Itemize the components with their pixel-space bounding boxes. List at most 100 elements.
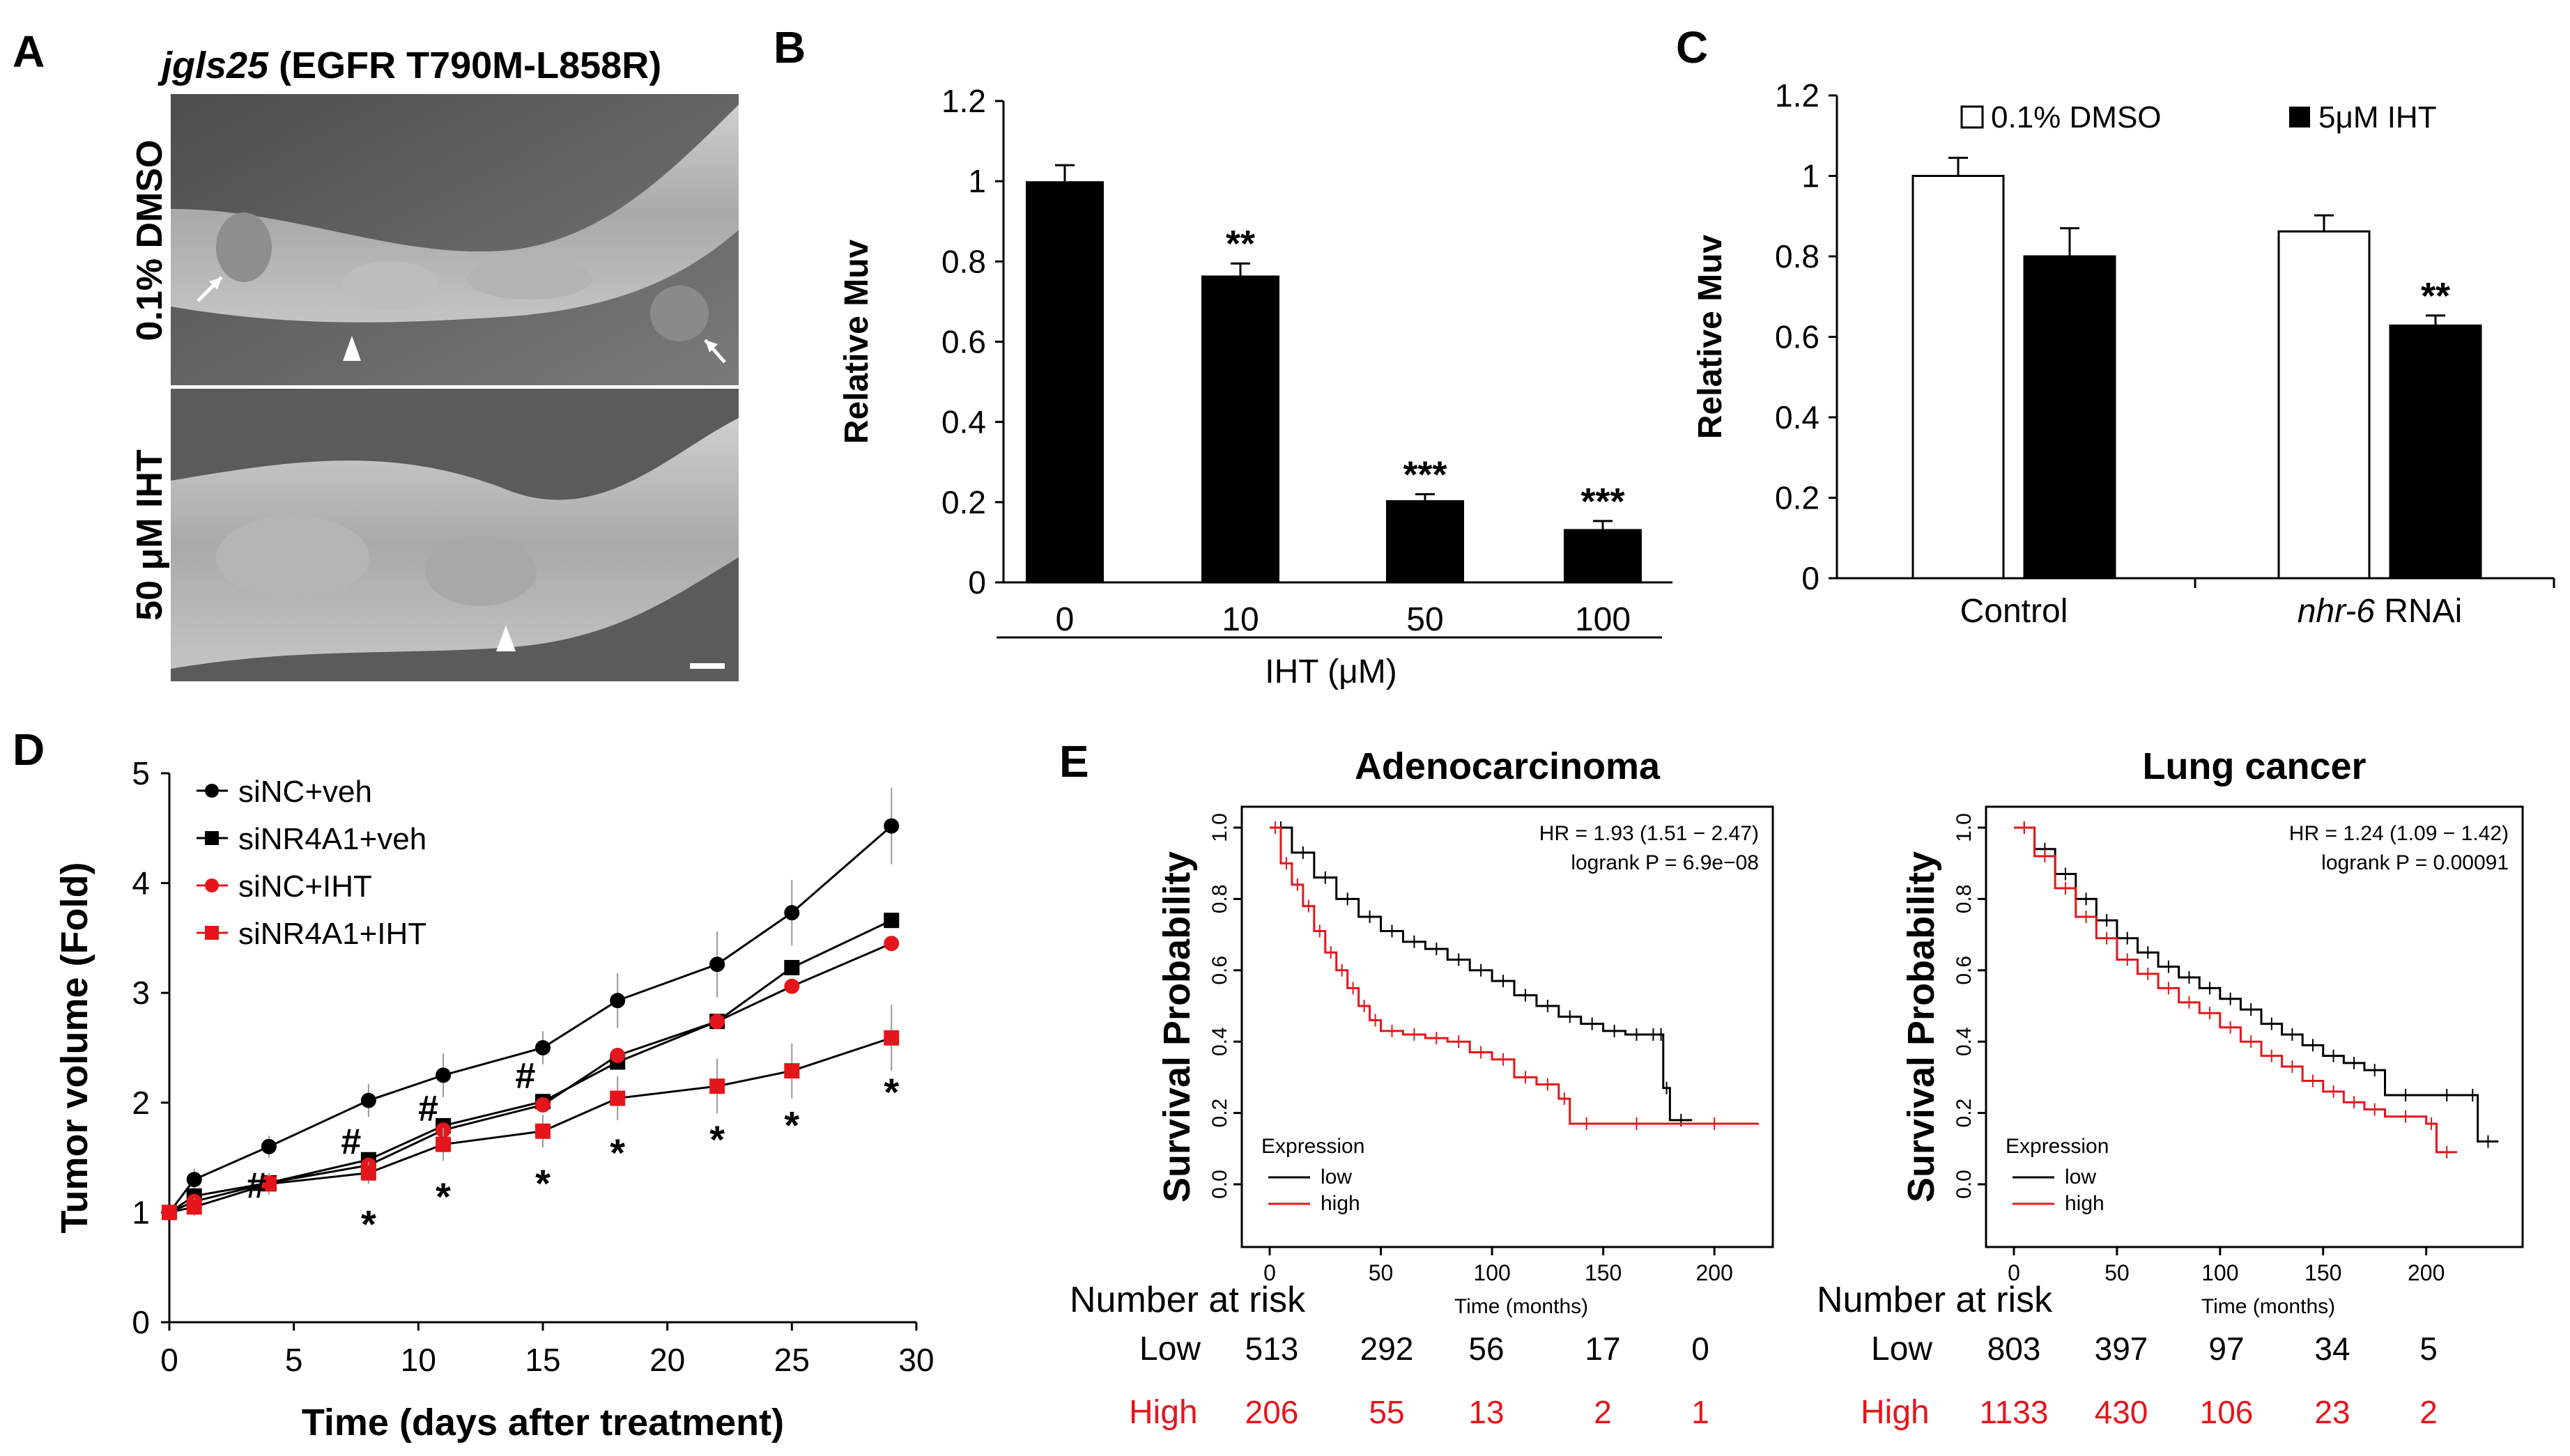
hash-mark: # [418,1089,438,1129]
bar [2023,255,2116,580]
y-tick-label: 0.2 [1953,1099,1976,1128]
legend-label: siNC+veh [238,775,372,809]
y-tick-label: 0 [968,564,986,601]
risk-high-count: 13 [1468,1394,1504,1430]
panel-b: B 0 0.2 0.4 0.6 0.8 1 1.2 Relative Muv 0 ** 10 *** 5… [774,22,1672,690]
x-tick-label: 150 [1585,1260,1622,1285]
legend-marker [205,878,219,892]
number-at-risk-label-2: Number at risk [1817,1280,2053,1320]
legend-title: Expression [2006,1135,2109,1158]
y-tick-label: 0.2 [941,484,986,520]
y-tick-label: 0.4 [1208,1027,1231,1056]
significance-mark: ** [1226,223,1255,265]
y-tick-label: 0.8 [1953,885,1976,914]
x-tick-label: 15 [525,1342,560,1378]
group-label-rnai: nhr-6 RNAi [2298,593,2463,630]
micrograph-dmso [171,94,739,385]
significance-mark: * [535,1161,551,1205]
series-line [169,1037,892,1214]
x-tick-label: 0 [2008,1260,2020,1285]
y-tick-label: 0.0 [1208,1170,1231,1199]
y-tick-label: 0.6 [1775,319,1819,355]
risk-low-count: 397 [2095,1331,2148,1367]
risk-row-low-label-2: Low [1871,1331,1932,1368]
data-point [436,1136,452,1152]
y-tick-label: 1 [132,1194,150,1230]
label-iht: 50 μM IHT [130,449,170,621]
survival-curve-high [2014,826,2458,1154]
logrank-stat: logrank P = 0.00091 [2321,851,2509,874]
risk-low-count: 97 [2208,1331,2244,1367]
legend-label: siNR4A1+veh [238,822,426,856]
data-point [884,818,900,834]
risk-low-count: 56 [1468,1331,1504,1367]
risk-high-count: 1133 [1980,1394,2049,1430]
x-tick-label: 20 [649,1342,685,1378]
risk-high-count: 430 [2095,1394,2148,1430]
risk-low-count: 17 [1585,1331,1620,1367]
x-tick-label: 150 [2304,1260,2341,1285]
number-at-risk-label-1: Number at risk [1070,1280,1306,1320]
legend-label: low [2065,1165,2096,1188]
data-point [360,1165,376,1181]
risk-low-count: 803 [1987,1331,2041,1367]
y-axis-label: Relative Muv [838,239,875,444]
chart-d: 0 1 2 3 4 5 0 5 10 15 20 25 30 Time (days after treat… [54,755,934,1443]
scale-bar [690,663,725,669]
x-tick-label: 30 [898,1342,934,1378]
y-axis-label: Survival Probability [1156,851,1198,1202]
data-point [709,1014,725,1030]
x-tick-label: 0 [160,1342,178,1378]
data-point [186,1199,202,1215]
y-tick-label: 0.6 [1953,956,1976,985]
panel-a: A jgls25 (EGFR T790M-L858R) [13,26,739,681]
risk-high-count: 2 [2419,1394,2438,1430]
legend-c: 0.1% DMSO 5μM IHT [1960,100,2437,134]
risk-low-count: 0 [1691,1331,1709,1367]
bar [2389,324,2482,580]
y-tick-label: 0.8 [1208,885,1231,914]
y-tick-label: 0.4 [1775,399,1819,435]
data-point [610,993,626,1009]
hash-mark: # [516,1055,536,1096]
chart-title: Adenocarcinoma [1355,745,1661,787]
y-tick-label: 0.4 [941,404,986,440]
legend-swatch-iht [2289,107,2310,127]
data-point [709,1078,725,1094]
x-tick-label: 100 [2201,1260,2238,1285]
data-point [884,913,900,929]
hash-mark: # [341,1122,361,1162]
bar [1911,175,2005,580]
x-tick-label: 100 [1473,1260,1510,1285]
x-axis-label: Time (months) [2201,1295,2335,1318]
bar [2277,230,2371,580]
bar [1564,529,1642,582]
data-point [784,905,800,921]
x-tick-label: 10 [401,1342,436,1378]
hr-stat: HR = 1.93 (1.51 − 2.47) [1539,822,1759,845]
y-tick-label: 0.2 [1208,1099,1231,1128]
legend-marker [205,784,219,798]
y-axis-label: Survival Probability [1900,851,1942,1202]
series-line [168,825,893,1214]
label-dmso: 0.1% DMSO [130,140,170,341]
legend-label: high [1321,1192,1360,1215]
data-point [610,1090,626,1106]
arrow-icon [704,339,726,364]
x-tick-label: 0 [1056,601,1075,638]
series-line [169,942,892,1214]
significance-mark: * [361,1202,376,1246]
strain-genotype: (EGFR T790M-L858R) [268,45,661,86]
panel-letter-e: E [1059,736,1089,787]
x-tick-label: 50 [1406,601,1443,638]
y-tick-label: 4 [132,865,150,901]
significance-mark: * [709,1117,725,1161]
chart-b: 0 0.2 0.4 0.6 0.8 1 1.2 Relative Muv 0 ** 10 *** 50 *… [838,83,1672,690]
y-tick-label: 2 [132,1085,150,1121]
risk-high-count: 106 [2200,1394,2254,1430]
risk-low-count: 34 [2314,1331,2350,1367]
legend-title: Expression [1261,1135,1364,1158]
logrank-stat: logrank P = 6.9e−08 [1571,851,1759,874]
panel-a-title: jgls25 (EGFR T790M-L858R) [157,45,661,86]
